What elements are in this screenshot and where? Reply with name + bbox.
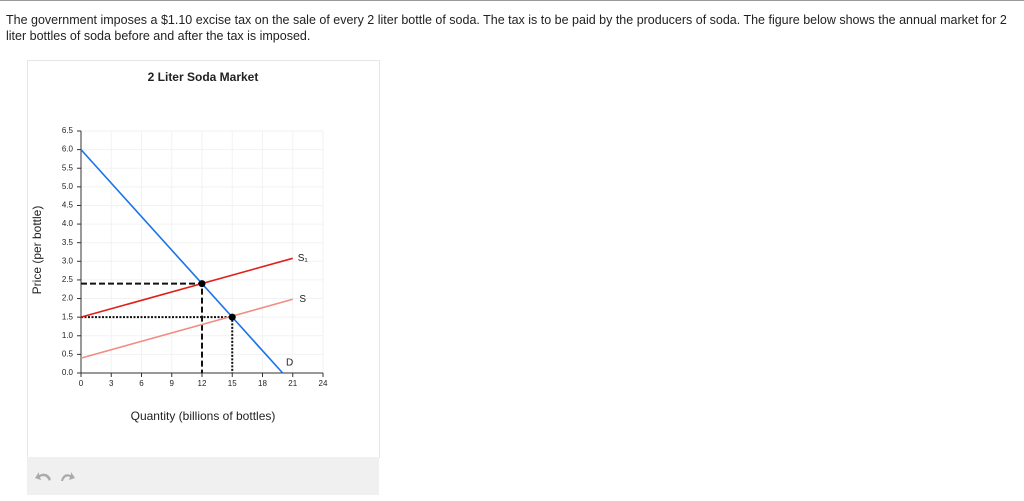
y-tick-label: 1.0 — [62, 331, 74, 340]
y-tick-label: 2.5 — [62, 275, 74, 284]
y-tick-label: 3.5 — [62, 238, 74, 247]
x-tick-label: 3 — [109, 379, 114, 388]
x-axis-label: Quantity (billions of bottles) — [131, 409, 276, 423]
x-tick-label: 0 — [79, 379, 84, 388]
x-tick-label: 12 — [198, 379, 207, 388]
x-tick-label: 9 — [170, 379, 175, 388]
y-tick-label: 4.5 — [62, 201, 74, 210]
undo-button[interactable] — [35, 472, 51, 481]
y-tick-label: 6.0 — [62, 145, 74, 154]
x-tick-label: 24 — [319, 379, 328, 388]
question-text: The government imposes a $1.10 excise ta… — [6, 13, 1007, 43]
y-tick-label: 1.5 — [62, 312, 74, 321]
y-tick-label: 6.5 — [62, 126, 74, 135]
toolbar-icons — [35, 472, 75, 481]
toolbar — [27, 457, 379, 495]
equilibrium-point — [198, 280, 206, 288]
line — [80, 149, 284, 374]
equilibrium-point — [228, 313, 236, 321]
y-tick-label: 5.0 — [62, 182, 74, 191]
y-tick-label: 5.5 — [62, 163, 74, 172]
redo-button[interactable] — [61, 472, 75, 481]
x-tick-label: 18 — [258, 379, 267, 388]
y-tick-label: 0.0 — [62, 368, 74, 377]
line-label: D — [286, 358, 293, 369]
line — [80, 298, 293, 359]
x-tick-label: 6 — [139, 379, 144, 388]
line — [80, 257, 293, 318]
reference-line — [81, 316, 234, 373]
y-tick-label: 4.0 — [62, 219, 74, 228]
y-axis-label: Price (per bottle) — [30, 206, 44, 295]
line-label: S₁ — [298, 253, 309, 264]
divider — [0, 0, 1024, 1]
y-tick-label: 0.5 — [62, 349, 74, 358]
x-tick-label: 21 — [288, 379, 297, 388]
y-tick-label: 3.0 — [62, 256, 74, 265]
y-tick-label: 2.0 — [62, 294, 74, 303]
x-tick-label: 15 — [228, 379, 237, 388]
chart-title: 2 Liter Soda Market — [148, 70, 259, 84]
chart: 2 Liter Soda Market Quantity (billions o… — [30, 70, 328, 423]
line-label: S — [299, 294, 306, 305]
